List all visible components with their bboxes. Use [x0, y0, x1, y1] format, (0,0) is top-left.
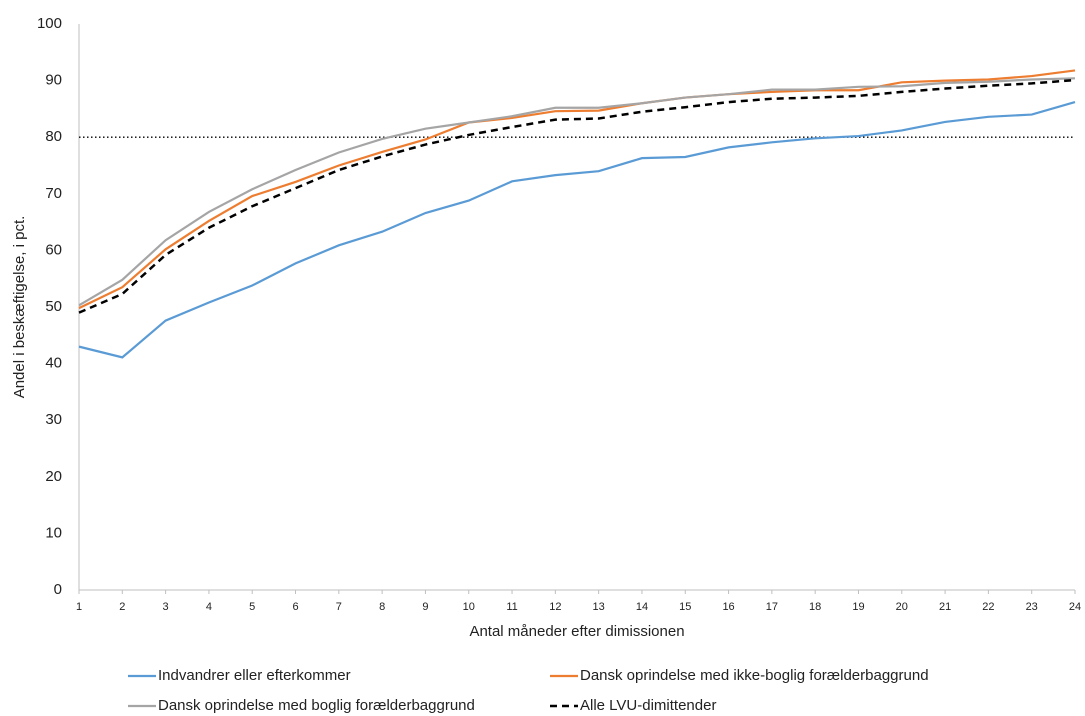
x-tick-label: 10 [463, 601, 475, 613]
legend-label: Indvandrer eller efterkommer [158, 667, 351, 684]
y-tick-label: 10 [45, 524, 62, 541]
x-tick-label: 20 [896, 601, 908, 613]
x-tick-label: 2 [119, 601, 125, 613]
x-tick-label: 4 [206, 601, 212, 613]
y-tick-label: 0 [54, 581, 62, 598]
x-tick-label: 18 [809, 601, 821, 613]
x-tick-label: 15 [679, 601, 691, 613]
y-tick-label: 60 [45, 241, 62, 258]
series-line [78, 78, 1076, 314]
y-tick-label: 40 [45, 355, 62, 372]
y-axis-label: Andel i beskæftigelse, i pct. [11, 216, 28, 399]
x-tick-label: 11 [506, 601, 517, 613]
legend-label: Alle LVU-dimittender [580, 697, 716, 714]
x-tick-label: 21 [939, 601, 951, 613]
x-tick-label: 17 [766, 601, 778, 613]
x-tick-label: 3 [163, 601, 169, 613]
legend-label: Dansk oprindelse med ikke-boglig forælde… [580, 667, 929, 684]
y-tick-label: 20 [45, 468, 62, 485]
y-tick-label: 100 [37, 15, 62, 32]
series-line [78, 69, 1076, 310]
x-tick-label: 1 [76, 601, 82, 613]
x-tick-label: 13 [593, 601, 605, 613]
x-tick-label: 14 [636, 601, 648, 613]
x-tick-label: 12 [549, 601, 561, 613]
y-tick-label: 50 [45, 298, 62, 315]
x-tick-label: 9 [422, 601, 428, 613]
x-tick-label: 19 [852, 601, 864, 613]
x-tick-label: 23 [1026, 601, 1038, 613]
x-tick-label: 24 [1069, 601, 1081, 613]
x-tick-label: 7 [336, 601, 342, 613]
x-tick-label: 5 [249, 601, 255, 613]
x-axis-label: Antal måneder efter dimissionen [469, 623, 684, 640]
y-tick-label: 70 [45, 185, 62, 202]
x-tick-label: 8 [379, 601, 385, 613]
y-tick-label: 80 [45, 128, 62, 145]
x-tick-label: 16 [722, 601, 734, 613]
x-tick-label: 6 [292, 601, 298, 613]
x-tick-label: 22 [982, 601, 994, 613]
legend-label: Dansk oprindelse med boglig forælderbagg… [158, 697, 475, 714]
y-tick-label: 30 [45, 411, 62, 428]
series-line [78, 77, 1076, 307]
series-line [78, 101, 1076, 359]
y-tick-label: 90 [45, 72, 62, 89]
